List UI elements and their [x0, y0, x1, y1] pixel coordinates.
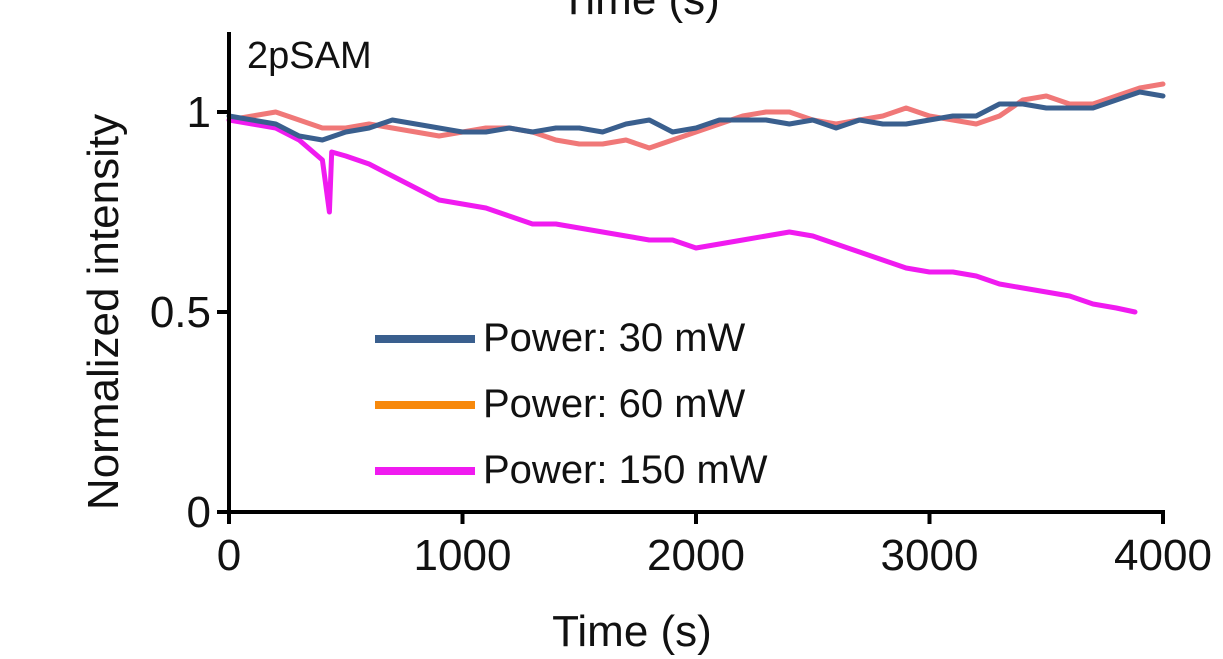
legend-label-150mw: Power: 150 mW [483, 448, 768, 492]
y-tick-label-2: 1 [187, 88, 211, 137]
legend-label-30mw: Power: 30 mW [483, 316, 746, 360]
series-line-0 [226, 89, 1166, 143]
x-tick-label-0: 0 [217, 531, 241, 580]
tick-layer: 0 1000 2000 3000 4000 0 0.5 1 [150, 88, 1212, 580]
y-axis-label: Normalized intensity [79, 114, 128, 510]
series-line-1 [226, 81, 1166, 151]
series-layer [226, 81, 1166, 315]
panel-label: 2pSAM [247, 35, 372, 77]
x-tick-label-3: 3000 [881, 531, 979, 580]
legend: Power: 30 mW Power: 60 mW Power: 150 mW [375, 316, 768, 492]
x-axis-label: Time (s) [552, 607, 712, 656]
x-tick-label-2: 2000 [647, 531, 745, 580]
series-line-2 [226, 117, 1138, 315]
x-tick-label-4: 4000 [1114, 531, 1212, 580]
legend-label-60mw: Power: 60 mW [483, 382, 746, 426]
y-tick-label-0: 0 [187, 488, 211, 537]
x-tick-label-1: 1000 [414, 531, 512, 580]
top-cut-axis-title: Time (s) [560, 0, 720, 24]
y-tick-label-1: 0.5 [150, 288, 211, 337]
